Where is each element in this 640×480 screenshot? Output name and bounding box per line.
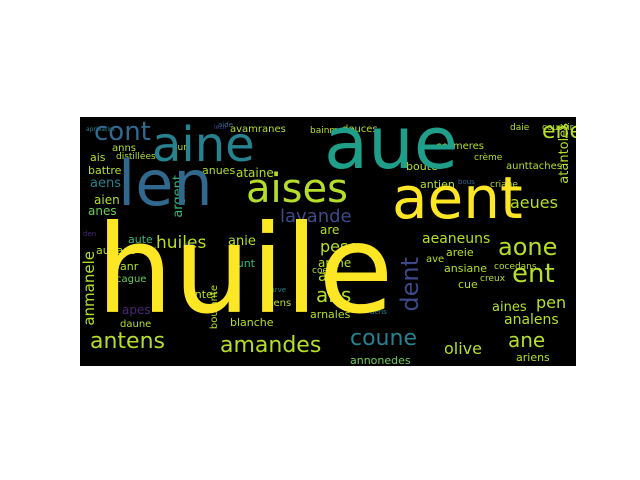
cloud-word: avamranes	[230, 124, 286, 135]
cloud-word: aunant	[96, 244, 135, 257]
cloud-word: areie	[446, 246, 474, 259]
cloud-word: daune	[120, 319, 152, 330]
cloud-word: ave	[426, 254, 445, 265]
cloud-word: anine	[318, 256, 352, 270]
cloud-word: aue	[324, 117, 459, 185]
cloud-word: bous	[458, 178, 475, 186]
cloud-word: ane	[508, 328, 546, 352]
cloud-word: bainmane	[310, 126, 355, 136]
cloud-word: ent	[512, 259, 555, 289]
cloud-word: anes	[88, 204, 117, 218]
cloud-word: ataine	[236, 166, 274, 180]
cloud-word: pese	[320, 237, 359, 256]
word-cloud: aprieatint den lecn aide aide dens bous …	[80, 117, 576, 366]
cloud-word: boute	[406, 160, 438, 173]
cloud-word: ais	[90, 151, 106, 164]
cloud-word: analens	[504, 312, 559, 328]
cloud-word: coer	[312, 266, 332, 276]
cloud-word: anr	[120, 260, 139, 273]
cloud-word: farve	[268, 286, 287, 294]
cloud-word: apes	[122, 303, 151, 317]
cloud-word: ariens	[516, 351, 550, 364]
cloud-word: aone	[498, 233, 558, 261]
cloud-word: aises	[246, 166, 348, 212]
cloud-word: ene	[542, 119, 576, 144]
cloud-word: antens	[90, 329, 165, 354]
cloud-word: ans	[316, 283, 352, 307]
cloud-word: blanche	[230, 316, 274, 329]
cloud-word: olive	[444, 339, 482, 358]
cloud-word: aide	[410, 200, 423, 207]
cloud-word: aunt	[230, 257, 255, 270]
cloud-word: anie	[228, 234, 256, 249]
cloud-word: douces	[342, 124, 378, 135]
cloud-word: anter	[188, 288, 218, 301]
cloud-word: den	[83, 230, 97, 238]
cloud-word: antien	[420, 178, 455, 191]
cloud-word: huile	[96, 199, 394, 341]
cloud-word: aer	[318, 267, 343, 285]
cloud-word: aide	[218, 121, 233, 129]
cloud-word: coured	[132, 246, 157, 254]
cloud-word: aines	[492, 300, 527, 315]
cloud-word: coune	[350, 326, 417, 351]
cloud-word: amandes	[220, 333, 322, 358]
cloud-word: aine	[152, 117, 255, 173]
cloud-word: aprieatint	[86, 126, 116, 133]
cloud-word: pen	[536, 293, 567, 312]
cloud-word: aeaneuns	[422, 231, 491, 247]
cloud-word: ansiane	[444, 262, 487, 275]
cloud-word: battre	[88, 164, 122, 177]
cloud-word: cont	[94, 117, 151, 147]
cloud-word: arnales	[310, 308, 351, 321]
cloud-word: anns	[112, 143, 137, 154]
cloud-word: are	[320, 223, 340, 237]
cloud-word: distillées	[116, 152, 156, 162]
cloud-word: daie	[510, 123, 530, 133]
cloud-word: cue	[458, 278, 478, 291]
cloud-word: aurt	[172, 143, 191, 153]
cloud-word: cesmeres	[436, 141, 485, 152]
cloud-word: cocedans	[494, 262, 537, 272]
cloud-word: couvrir	[542, 123, 574, 133]
cloud-word: dens	[370, 308, 387, 316]
cloud-word: cague	[116, 274, 147, 285]
cloud-word: aute	[128, 233, 153, 246]
cloud-word: dent	[396, 257, 424, 312]
cloud-word: aent	[392, 164, 523, 232]
cloud-word: cens	[268, 298, 292, 309]
cloud-word: crème	[474, 153, 503, 163]
cloud-word: criane	[490, 180, 518, 190]
cloud-word: huiles	[156, 233, 207, 253]
cloud-word: lecn	[214, 124, 227, 131]
cloud-word: annonedes	[350, 354, 411, 366]
cloud-word: creux	[480, 274, 506, 284]
cloud-word: aunttaches	[506, 161, 562, 172]
cloud-word: len	[118, 147, 213, 220]
cloud-word: lavande	[280, 206, 352, 227]
cloud-word: anmanele	[80, 251, 98, 326]
cloud-word: aens	[90, 176, 121, 191]
cloud-word: anues	[202, 164, 236, 177]
cloud-word: aien	[94, 193, 120, 207]
cloud-word: aeues	[510, 193, 558, 212]
